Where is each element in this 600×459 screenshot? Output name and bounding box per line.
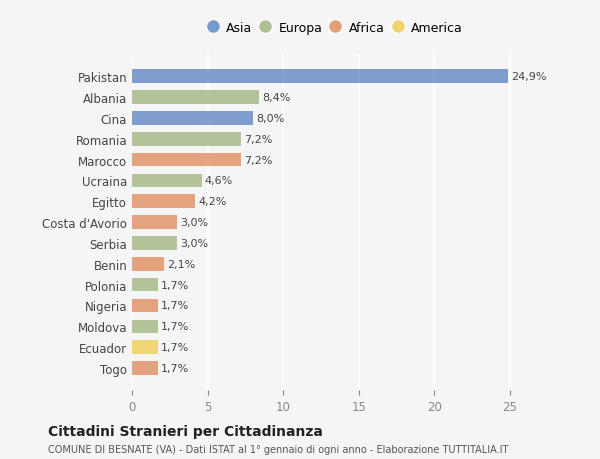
Text: 3,0%: 3,0% [181, 218, 208, 228]
Bar [132, 195, 196, 208]
Text: COMUNE DI BESNATE (VA) - Dati ISTAT al 1° gennaio di ogni anno - Elaborazione TU: COMUNE DI BESNATE (VA) - Dati ISTAT al 1… [48, 444, 508, 454]
Text: 1,7%: 1,7% [161, 342, 189, 353]
Bar [132, 237, 178, 250]
Text: 24,9%: 24,9% [511, 72, 547, 82]
Legend: Asia, Europa, Africa, America: Asia, Europa, Africa, America [206, 18, 466, 38]
Bar [132, 91, 259, 105]
Text: 8,0%: 8,0% [256, 114, 284, 123]
Bar [132, 299, 158, 313]
Bar [132, 320, 158, 333]
Text: 7,2%: 7,2% [244, 155, 272, 165]
Bar [132, 361, 158, 375]
Bar [132, 278, 158, 292]
Bar [132, 133, 241, 146]
Bar [132, 341, 158, 354]
Text: 2,1%: 2,1% [167, 259, 195, 269]
Text: 1,7%: 1,7% [161, 301, 189, 311]
Text: 7,2%: 7,2% [244, 134, 272, 145]
Bar [132, 174, 202, 188]
Bar [132, 257, 164, 271]
Text: 1,7%: 1,7% [161, 322, 189, 331]
Bar [132, 216, 178, 230]
Text: 1,7%: 1,7% [161, 280, 189, 290]
Bar [132, 112, 253, 125]
Text: Cittadini Stranieri per Cittadinanza: Cittadini Stranieri per Cittadinanza [48, 425, 323, 438]
Text: 4,6%: 4,6% [205, 176, 233, 186]
Text: 3,0%: 3,0% [181, 238, 208, 248]
Text: 8,4%: 8,4% [262, 93, 290, 103]
Text: 4,2%: 4,2% [199, 197, 227, 207]
Bar [132, 153, 241, 167]
Bar [132, 70, 508, 84]
Text: 1,7%: 1,7% [161, 363, 189, 373]
